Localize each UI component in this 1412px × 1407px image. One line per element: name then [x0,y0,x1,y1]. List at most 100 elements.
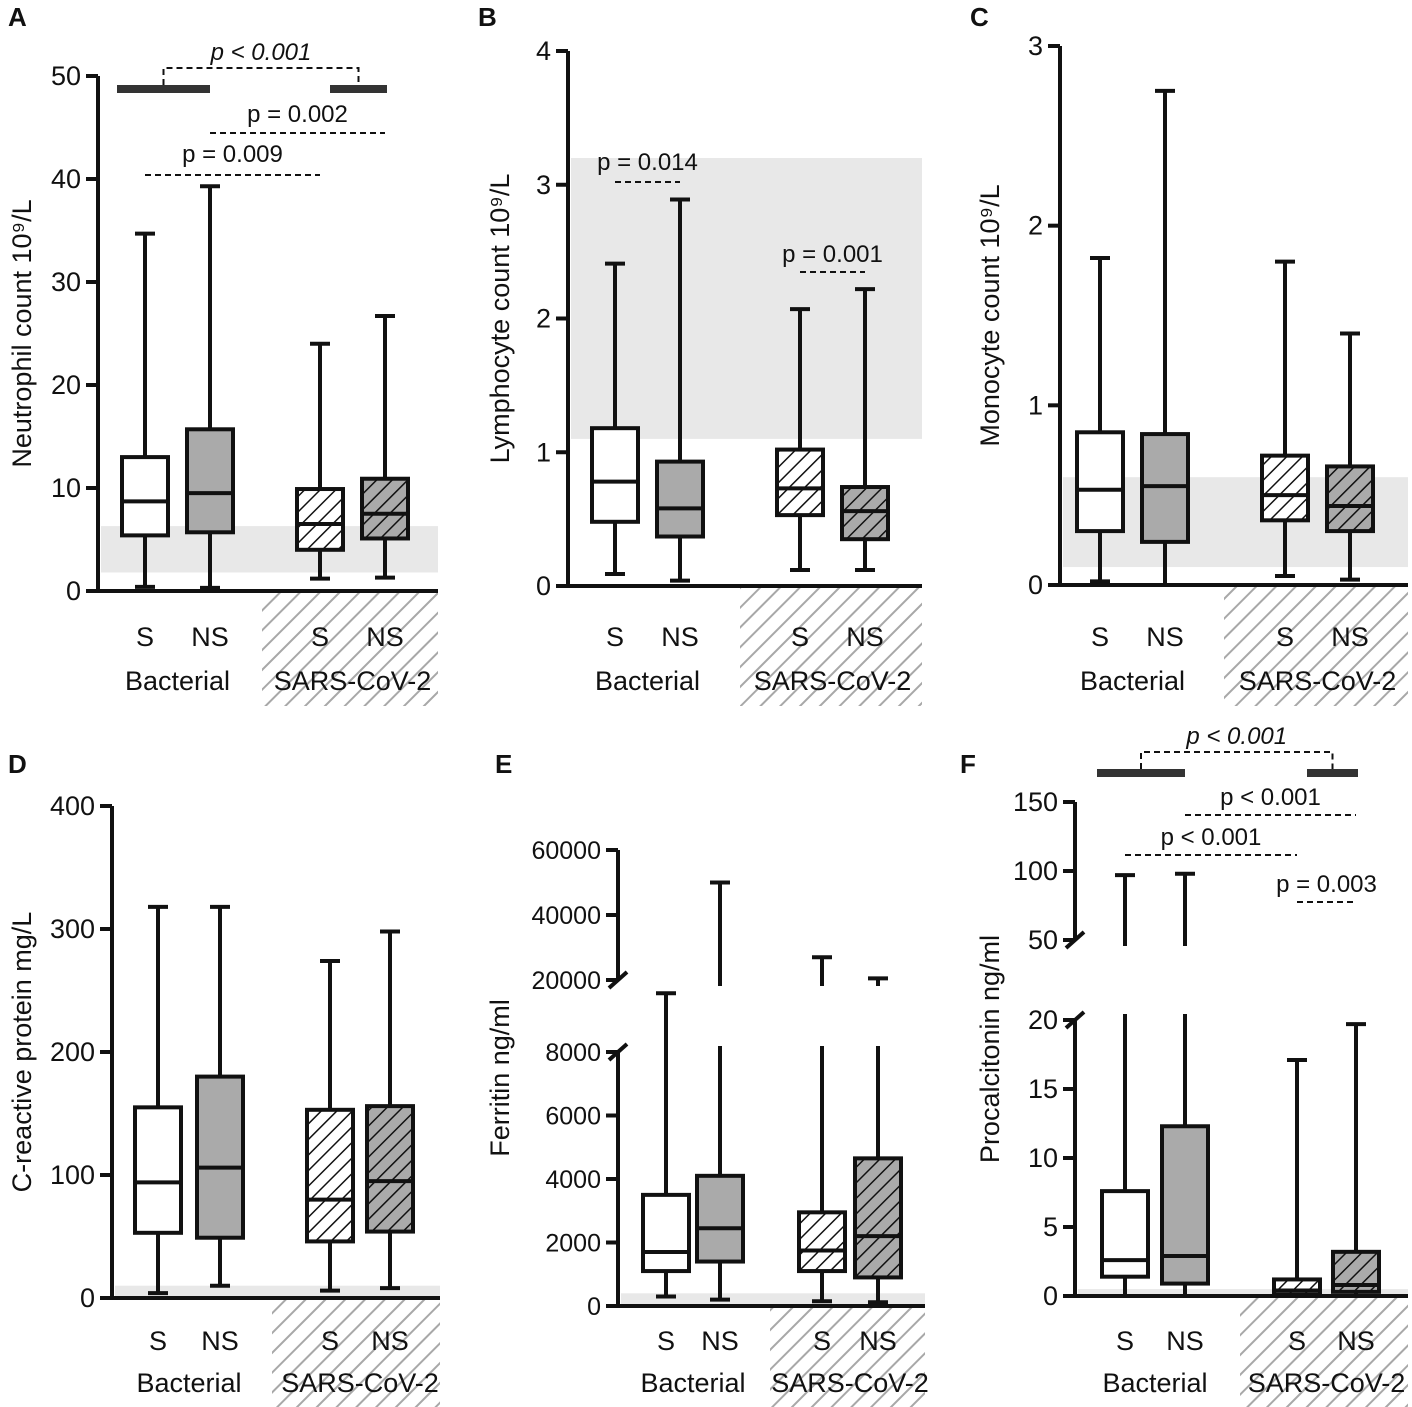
y-tick-label: 150 [1013,787,1058,817]
reference-range-band [571,158,922,439]
group-label-sars-cov-2: SARS-CoV-2 [754,666,912,696]
box-s-sars-cov-2 [797,955,847,1304]
y-tick-label: 0 [80,1283,95,1313]
p-value-label: p < 0.001 [210,39,312,66]
box-s-sars-cov-2 [1260,259,1310,579]
panel-letter: A [8,2,27,32]
reference-range-band [621,1293,925,1306]
category-label: S [813,1326,831,1356]
y-tick-label: 2 [1028,211,1043,241]
category-label: S [606,622,624,652]
group-label-bacterial: Bacterial [1102,1368,1207,1398]
category-label: NS [1337,1326,1375,1356]
box-ns-sars-cov-2 [1331,1022,1381,1298]
category-label: S [1091,622,1109,652]
y-tick-label: 300 [50,914,95,944]
y-tick-label: 8000 [545,1039,601,1067]
category-label: NS [1166,1326,1204,1356]
y-tick-label: 2000 [545,1230,601,1258]
box-ns-bacterial [695,880,745,1302]
group-label-bacterial: Bacterial [1080,666,1185,696]
y-tick-label: 1 [536,437,551,467]
category-label: S [1288,1326,1306,1356]
box-iqr [305,1107,355,1244]
y-tick-label: 0 [536,571,551,601]
sars-cov-2-hatch-background [272,1300,440,1407]
box-s-bacterial [133,904,183,1296]
y-tick-label: 40000 [531,902,601,930]
box-ns-bacterial [195,904,245,1288]
category-label: S [791,622,809,652]
y-axis-label: C-reactive protein mg/L [7,912,37,1193]
panel-d: D 0 100 200 300 400 C-reactive protein mg/L S NS… [7,749,440,1407]
group-label-sars-cov-2: SARS-CoV-2 [771,1368,929,1398]
category-label: S [1116,1326,1134,1356]
significance-bracket: p = 0.001 [782,241,883,273]
box-iqr [590,426,640,524]
y-tick-label: 400 [50,791,95,821]
category-label: NS [701,1326,739,1356]
y-tick-label: 0 [66,576,81,606]
box-s-bacterial [590,261,640,576]
category-label: NS [191,622,229,652]
box-s-sars-cov-2 [295,341,345,581]
category-label: NS [366,622,404,652]
y-tick-label: 100 [50,1160,95,1190]
p-value-label: p = 0.009 [182,141,283,168]
y-tick-label: 6000 [545,1103,601,1131]
panel-f: F 0 5 10 15 20 50 100 150 Procalcitonin ng/ml S NS S… [960,723,1408,1407]
reference-range-band [115,1285,440,1298]
panel-letter: B [478,2,497,32]
category-label: NS [859,1326,897,1356]
box-iqr [360,476,410,541]
box-iqr [195,1074,245,1240]
box-iqr [840,485,890,542]
y-tick-label: 0 [587,1293,601,1321]
panel-b: B 0 1 2 3 4 Lymphocyte count 10⁹/L S NS S NS Bacter… [478,2,922,706]
group-label-bacterial: Bacterial [640,1368,745,1398]
y-tick-label: 20000 [531,967,601,995]
p-value-label: p = 0.014 [597,149,698,176]
y-tick-label: 40 [51,164,81,194]
box-ns-sars-cov-2 [365,929,415,1291]
panel-letter: F [960,749,976,779]
box-iqr [1160,1124,1210,1286]
category-label: NS [1331,622,1369,652]
sars-cov-2-hatch-background [1224,587,1408,706]
y-tick-label: 1 [1028,390,1043,420]
y-tick-label: 0 [1028,570,1043,600]
significance-bracket: p < 0.001 [117,39,387,93]
box-s-sars-cov-2 [1272,1058,1322,1298]
y-tick-label: 100 [1013,856,1058,886]
category-label: NS [371,1326,409,1356]
group-label-sars-cov-2: SARS-CoV-2 [1248,1368,1406,1398]
box-s-sars-cov-2 [775,307,825,572]
box-ns-sars-cov-2 [1325,331,1375,582]
p-value-label: p < 0.001 [1220,784,1321,811]
box-s-bacterial [641,991,691,1299]
box-iqr [133,1105,183,1235]
y-axis-label: Procalcitonin ng/ml [975,935,1005,1163]
box-iqr [1075,430,1125,534]
box-iqr [1325,464,1375,534]
box-iqr [1100,1189,1150,1279]
p-value-label: p = 0.003 [1276,871,1377,898]
significance-bracket: p = 0.003 [1276,871,1377,903]
significance-bracket: p < 0.001 [1125,824,1297,856]
box-ns-bacterial [1160,871,1210,1298]
category-label: S [321,1326,339,1356]
group-label-bacterial: Bacterial [595,666,700,696]
y-tick-label: 50 [1028,925,1058,955]
box-iqr [797,1210,847,1274]
category-label: S [136,622,154,652]
group-label-bacterial: Bacterial [136,1368,241,1398]
box-s-bacterial [1100,873,1150,1298]
group-comparison-line [1140,751,1334,769]
box-ns-sars-cov-2 [360,313,410,580]
y-axis-label: Neutrophil count 10⁹/L [7,199,37,467]
y-tick-label: 4000 [545,1166,601,1194]
box-iqr [185,427,235,535]
box-iqr [775,447,825,518]
sars-cov-2-hatch-background [770,1308,925,1407]
box-iqr [695,1173,745,1264]
